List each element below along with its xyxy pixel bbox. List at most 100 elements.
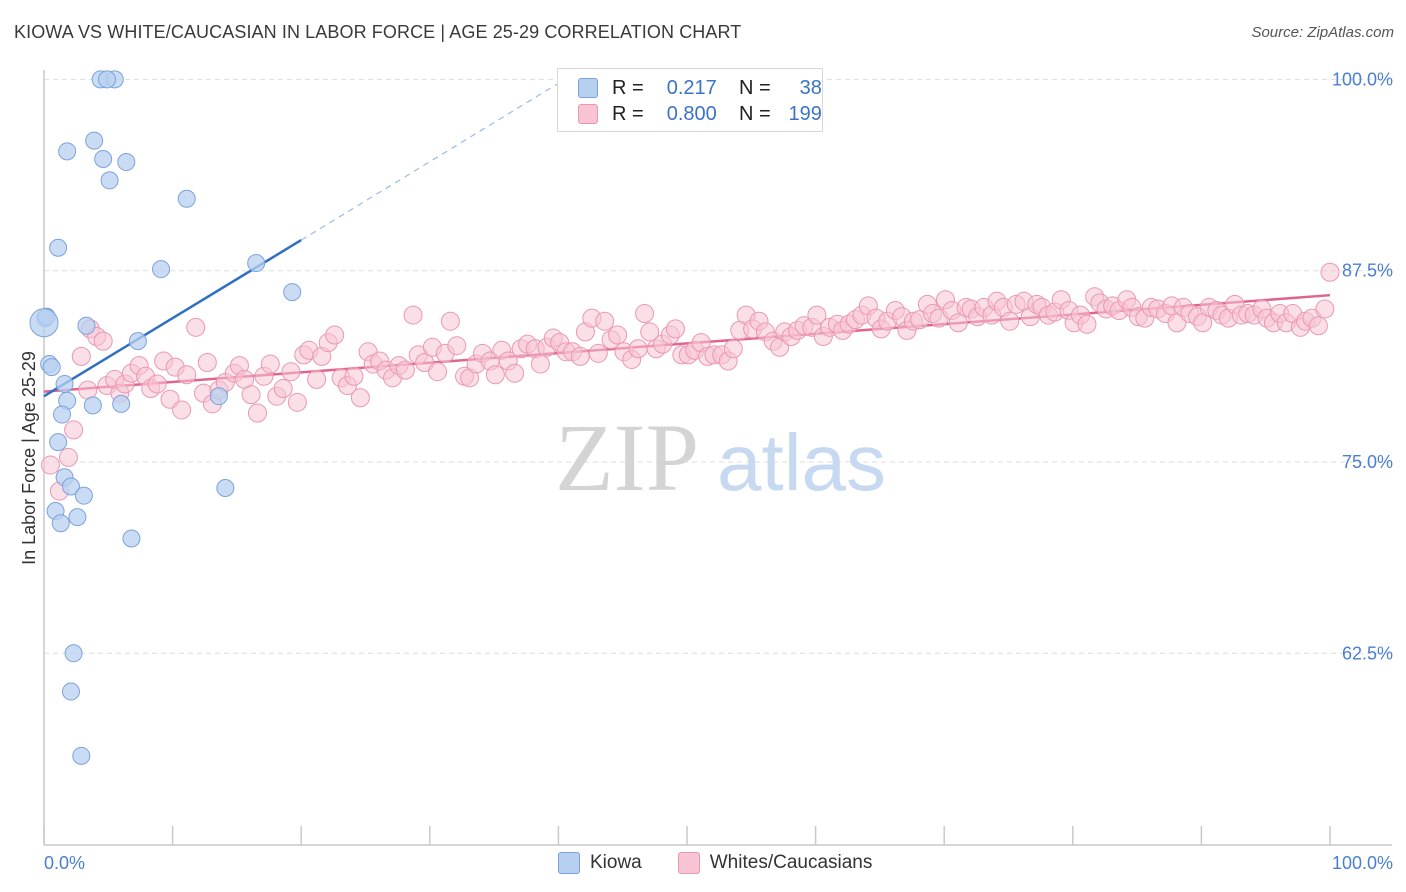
x-tick-label: 0.0% (44, 853, 85, 873)
kiowa-point (62, 477, 81, 496)
watermark-zip: ZIP (555, 404, 699, 511)
kiowa-point (94, 149, 113, 168)
whites-point (1315, 299, 1335, 319)
whites-point (58, 447, 78, 467)
legend-r-value: 0.800 (666, 102, 717, 125)
kiowa-point (74, 486, 93, 505)
whites-point (78, 380, 98, 400)
whites-point (177, 365, 197, 385)
kiowa-point (283, 283, 302, 302)
watermark-atlas: atlas (717, 418, 886, 507)
whites-point (350, 388, 370, 408)
whites-point (197, 353, 217, 373)
kiowa-legend-swatch (558, 852, 580, 874)
kiowa-point (247, 254, 266, 273)
kiowa-point (128, 332, 147, 351)
whites-point (440, 311, 460, 331)
whites-point (570, 346, 590, 366)
legend-n-value: 38 (799, 76, 822, 99)
legend-row-kiowa: R = 0.217 N = 38 (578, 76, 822, 100)
whites-point (40, 455, 60, 475)
kiowa-point (51, 514, 70, 533)
whites-point (287, 392, 307, 412)
whites-point (595, 311, 615, 331)
legend-row-whites: R = 0.800 N = 199 (578, 102, 822, 126)
whites-point (447, 336, 467, 356)
whites-swatch (578, 104, 598, 124)
kiowa-point (53, 405, 72, 424)
kiowa-point (152, 260, 171, 279)
whites-point (640, 322, 660, 342)
kiowa-point (122, 529, 141, 548)
kiowa-point (29, 308, 59, 338)
watermark: ZIP atlas (555, 404, 886, 511)
y-axis-label: In Labor Force | Age 25-29 (19, 351, 39, 565)
kiowa-point (62, 682, 81, 701)
y-tick-label: 62.5% (1342, 643, 1393, 663)
kiowa-point (100, 171, 119, 190)
legend-r-label: R = (612, 76, 644, 99)
legend-r-label: R = (612, 102, 644, 125)
whites-point (628, 339, 648, 359)
kiowa-point (49, 238, 68, 257)
whites-point (241, 385, 261, 405)
whites-point (395, 360, 415, 380)
kiowa-point (72, 746, 91, 765)
whites-point (635, 304, 655, 324)
kiowa-point (216, 479, 235, 498)
whites-point (1077, 314, 1097, 334)
kiowa-legend-label: Kiowa (590, 852, 642, 873)
whites-point (247, 403, 267, 423)
whites-point (530, 354, 550, 374)
whites-legend-swatch (677, 852, 700, 874)
whites-point (281, 362, 301, 382)
whites-point (948, 313, 968, 333)
whites-point (273, 379, 293, 399)
whites-point (1320, 262, 1340, 282)
whites-point (172, 400, 192, 420)
kiowa-point (177, 189, 196, 208)
whites-point (71, 346, 91, 366)
kiowa-point (85, 131, 104, 150)
series-kiowa (29, 70, 302, 765)
kiowa-point (112, 394, 131, 413)
kiowa-point (55, 374, 74, 393)
whites-point (1308, 316, 1328, 336)
whites-point (186, 317, 206, 337)
kiowa-point (68, 508, 87, 527)
legend-n-label: N = (739, 102, 771, 125)
whites-point (665, 319, 685, 339)
whites-point (608, 325, 628, 345)
kiowa-point (64, 644, 83, 663)
kiowa-point (98, 70, 117, 89)
kiowa-point (77, 316, 96, 335)
whites-point (403, 305, 423, 325)
legend-n-value: 199 (788, 102, 822, 125)
whites-point (505, 363, 525, 383)
whites-point (588, 343, 608, 363)
whites-point (344, 366, 364, 386)
whites-point (325, 325, 345, 345)
kiowa-point (49, 433, 68, 452)
x-tick-label: 100.0% (1332, 853, 1393, 873)
whites-point (260, 354, 280, 374)
whites-legend-label: Whites/Caucasians (709, 852, 873, 873)
whites-point (1000, 311, 1020, 331)
kiowa-point (42, 358, 61, 377)
correlation-legend: R = 0.217 N = 38 R = 0.800 N = 199 (557, 68, 823, 132)
whites-point (415, 353, 435, 373)
y-tick-label: 75.0% (1342, 452, 1393, 472)
whites-point (723, 339, 743, 359)
kiowa-point (117, 153, 136, 172)
whites-point (307, 369, 327, 389)
y-tick-label: 100.0% (1332, 69, 1393, 89)
tick-labels: 62.5% 75.0% 87.5% 100.0% 0.0% 100.0% In Labor … (19, 69, 1393, 873)
kiowa-swatch (578, 78, 598, 98)
series-legend: Kiowa Whites/Caucasians (558, 852, 872, 874)
y-tick-label: 87.5% (1342, 261, 1393, 281)
kiowa-point (83, 396, 102, 415)
whites-point (428, 362, 448, 382)
kiowa-trendline-extension (300, 78, 566, 241)
whites-point (485, 365, 505, 385)
